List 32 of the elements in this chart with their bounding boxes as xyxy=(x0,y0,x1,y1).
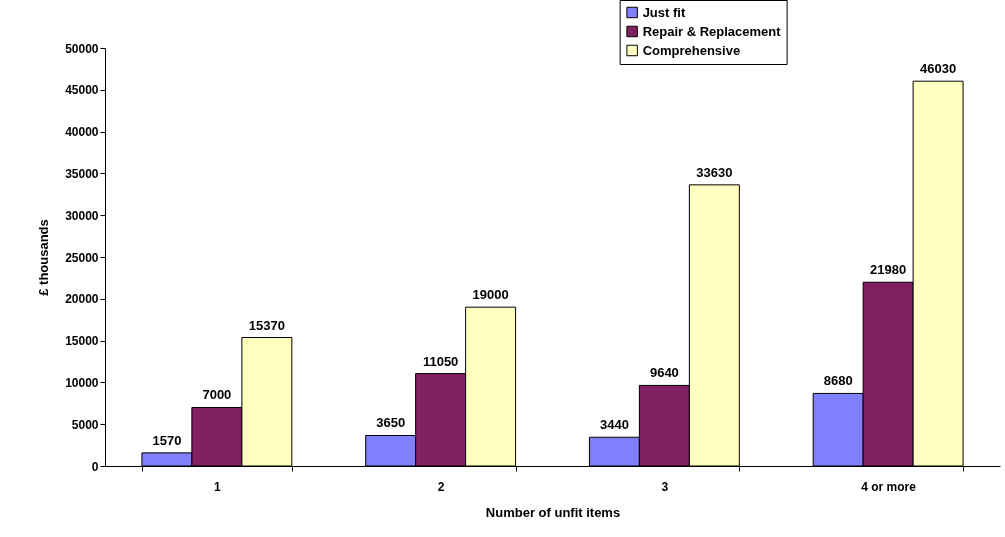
y-tick-label: 35000 xyxy=(65,166,99,181)
y-tick-label: 40000 xyxy=(65,125,99,140)
x-tick-label: 1 xyxy=(214,479,222,494)
y-tick-label: 15000 xyxy=(65,334,99,349)
legend-label: Comprehensive xyxy=(642,42,741,58)
x-tick-label: 3 xyxy=(661,479,669,494)
y-tick-label: 45000 xyxy=(65,83,99,98)
legend-label: Just fit xyxy=(642,4,686,20)
y-tick-label: 0 xyxy=(91,459,99,474)
data-label: 21980 xyxy=(870,262,907,278)
data-label: 33630 xyxy=(696,164,733,180)
y-tick-label: 10000 xyxy=(65,375,99,390)
y-tick-label: 20000 xyxy=(65,292,99,307)
data-label: 11050 xyxy=(422,353,459,369)
data-label: 3650 xyxy=(376,415,406,431)
data-label: 15370 xyxy=(248,317,285,333)
data-label: 9640 xyxy=(649,365,679,381)
x-tick-label: 2 xyxy=(437,479,445,494)
y-tick-label: 30000 xyxy=(65,208,99,223)
y-tick-label: 25000 xyxy=(65,250,99,265)
data-label: 19000 xyxy=(472,287,509,303)
y-tick-label: 5000 xyxy=(71,417,99,432)
x-axis-title: Number of unfit items xyxy=(485,504,621,520)
data-label: 46030 xyxy=(920,61,957,77)
data-label: 1570 xyxy=(152,432,182,448)
data-label: 3440 xyxy=(599,417,629,433)
x-tick-label: 4 or more xyxy=(861,479,917,494)
data-label: 8680 xyxy=(823,373,853,389)
y-tick-label: 50000 xyxy=(65,41,99,56)
legend-label: Repair & Replacement xyxy=(642,23,782,39)
data-label: 7000 xyxy=(202,387,232,403)
y-axis-title: £ thousands xyxy=(36,219,52,296)
